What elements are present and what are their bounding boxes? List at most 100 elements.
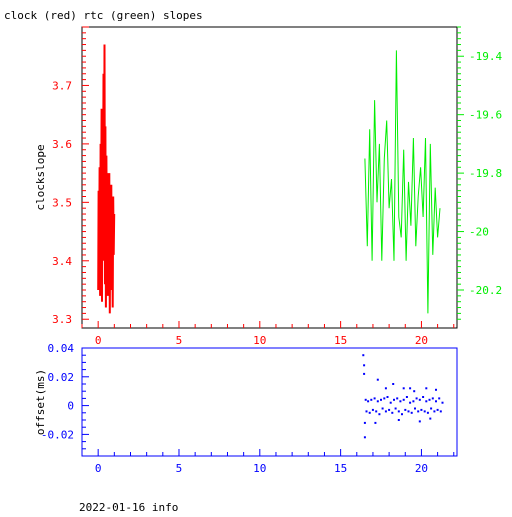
offset-point: [409, 401, 412, 404]
offset-point: [399, 400, 402, 403]
offset-point: [386, 396, 389, 398]
offset-point: [363, 364, 366, 367]
offset-point: [422, 396, 425, 398]
offset-point: [418, 420, 421, 423]
offset-point: [370, 398, 373, 401]
offset-point: [376, 378, 379, 381]
offset-point: [415, 397, 418, 400]
offset-point: [414, 407, 416, 410]
offset-point: [375, 410, 378, 413]
offset-point: [413, 390, 416, 393]
offset-point: [407, 410, 410, 413]
offset-point: [378, 413, 381, 416]
y-axis-title: offset(ms): [34, 369, 47, 435]
x-tick-label: 0: [95, 334, 102, 347]
offset-point: [401, 413, 403, 416]
offset-point: [393, 398, 395, 401]
offset-point: [429, 417, 432, 420]
offset-point: [430, 407, 433, 410]
offset-point: [404, 408, 407, 411]
offset-point: [412, 400, 415, 403]
left-y-tick-label: 3.6: [52, 138, 72, 151]
offset-point: [397, 419, 400, 421]
offset-point: [363, 421, 366, 424]
left-y-tick-label: 3.4: [52, 255, 72, 268]
offset-point: [418, 398, 421, 401]
offset-plot-frame: [81, 347, 458, 457]
offset-point: [409, 387, 412, 390]
y-tick-label: -0.02: [41, 428, 74, 441]
offset-point: [435, 400, 437, 403]
offset-point: [441, 401, 444, 404]
offset-point: [425, 387, 428, 390]
offset-point: [436, 408, 439, 411]
offset-point: [435, 388, 437, 391]
offset-point: [433, 410, 436, 413]
offset-point: [425, 400, 428, 403]
x-tick-label: 20: [415, 462, 428, 475]
offset-point: [428, 398, 431, 401]
right-y-tick-label: -20: [469, 226, 489, 239]
offset-point: [397, 410, 400, 413]
offset-point: [439, 410, 442, 413]
y-tick-label: 0.02: [48, 371, 75, 384]
offset-point: [373, 397, 376, 400]
offset-point: [365, 410, 368, 413]
right-y-tick-label: -19.6: [469, 109, 502, 122]
y-tick-label: 0.04: [48, 342, 75, 355]
right-y-tick-label: -20.2: [469, 284, 502, 297]
left-y-tick-label: 3.5: [52, 196, 72, 209]
clock-slope-line: [97, 44, 116, 314]
offset-point: [368, 411, 371, 414]
offset-point: [381, 407, 384, 410]
x-tick-label: 20: [415, 334, 428, 347]
footer-label: 2022-01-16 info: [79, 501, 178, 512]
right-y-tick-label: -19.4: [469, 50, 502, 63]
offset-point: [388, 408, 391, 411]
offset-point: [405, 396, 408, 398]
page-title: clock (red) rtc (green) slopes: [4, 9, 203, 22]
y-tick-label: 0: [67, 400, 74, 413]
offset-point: [367, 400, 370, 403]
x-tick-label: 5: [176, 462, 183, 475]
offset-point: [362, 354, 365, 357]
offset-point: [417, 410, 420, 413]
offset-point: [423, 410, 426, 413]
rtc-slope-line: [364, 50, 441, 314]
offset-point: [431, 397, 434, 400]
x-tick-label: 5: [176, 334, 183, 347]
offset-point: [396, 397, 399, 400]
x-tick-label: 15: [334, 334, 347, 347]
slope-plot-frame: [81, 26, 458, 329]
offset-point: [363, 436, 366, 439]
offset-point: [384, 410, 387, 413]
offset-point: [376, 400, 379, 403]
offset-point: [371, 408, 374, 411]
x-tick-label: 0: [95, 462, 102, 475]
offset-point: [389, 401, 392, 404]
right-y-tick-label: -19.8: [469, 167, 502, 180]
offset-point: [392, 383, 395, 385]
offset-point: [364, 398, 367, 401]
offset-point: [410, 411, 413, 414]
slope-plot-panel: 0 5 10 15 20 3.3 3.4 3.5 3.6 3.7 -20.2 -20 -19.8 -19.…: [34, 26, 502, 347]
offset-point: [394, 407, 397, 410]
x-tick-label: 10: [253, 462, 266, 475]
y-axis-title: clockslope: [34, 144, 47, 210]
offset-point: [402, 387, 405, 390]
offset-point: [402, 398, 405, 401]
offset-point: [426, 411, 429, 414]
offset-point: [391, 411, 394, 414]
offset-point: [363, 372, 366, 375]
left-y-tick-label: 3.7: [52, 79, 72, 92]
offset-point: [438, 397, 441, 400]
offset-point: [380, 398, 382, 401]
offset-point: [384, 387, 387, 390]
offset-point: [374, 421, 377, 424]
x-tick-label: 15: [334, 462, 347, 475]
offset-point: [420, 408, 423, 411]
left-y-tick-label: 3.3: [52, 313, 72, 326]
offset-point: [383, 397, 386, 400]
